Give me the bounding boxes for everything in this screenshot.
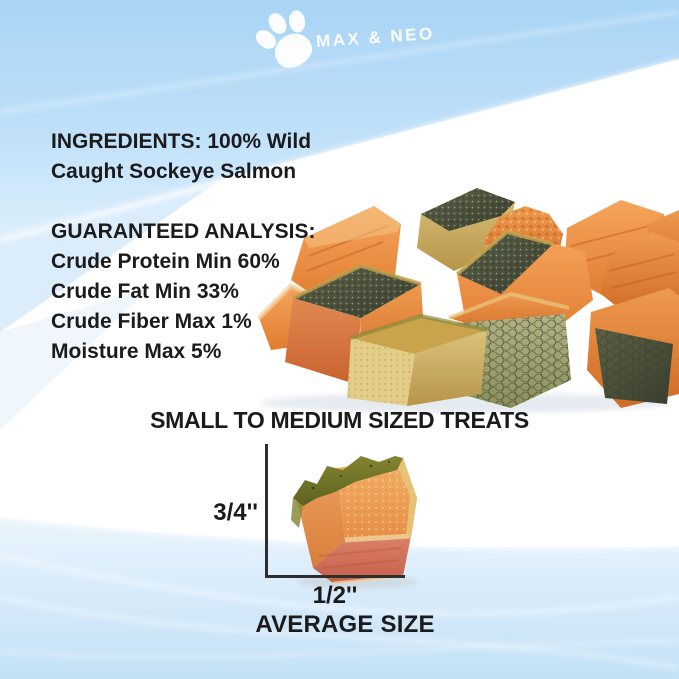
vertical-dimension-line <box>265 444 268 578</box>
size-heading: SMALL TO MEDIUM SIZED TREATS <box>150 407 529 433</box>
analysis-line-protein: Crude Protein Min 60% <box>51 250 280 273</box>
ingredients-line-1: INGREDIENTS: 100% Wild <box>51 130 312 153</box>
guaranteed-analysis: GUARANTEED ANALYSIS: Crude Protein Min 6… <box>51 217 315 367</box>
ingredients-text: INGREDIENTS: 100% Wild Caught Sockeye Sa… <box>51 127 311 187</box>
analysis-line-moisture: Moisture Max 5% <box>51 340 222 363</box>
brand-name: MAX & NEO <box>315 23 436 52</box>
analysis-line-fat: Crude Fat Min 33% <box>51 280 239 303</box>
analysis-line-fiber: Crude Fiber Max 1% <box>51 310 252 333</box>
ingredients-line-2: Caught Sockeye Salmon <box>51 160 297 183</box>
guaranteed-analysis-heading: GUARANTEED ANALYSIS: <box>51 220 316 243</box>
average-size-caption: AVERAGE SIZE <box>255 611 435 638</box>
brand-logo: MAX & NEO <box>250 4 460 76</box>
salmon-treats-pile-photo <box>257 188 679 413</box>
horizontal-dimension-line <box>265 575 405 578</box>
width-dimension-label: 1/2'' <box>312 582 358 609</box>
paw-print-icon <box>255 10 313 68</box>
height-dimension-label: 3/4'' <box>213 499 258 526</box>
single-treat-photo <box>291 456 417 589</box>
